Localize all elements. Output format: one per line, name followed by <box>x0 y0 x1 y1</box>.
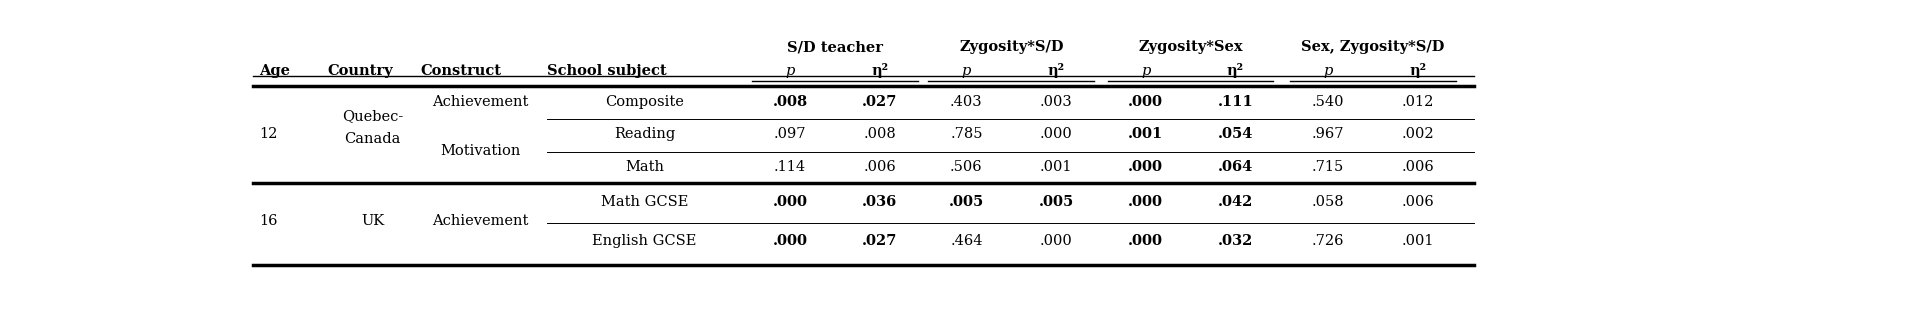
Text: Motivation: Motivation <box>440 144 521 158</box>
Text: Composite: Composite <box>605 95 684 109</box>
Text: .003: .003 <box>1039 95 1072 109</box>
Text: Achievement: Achievement <box>432 214 528 228</box>
Text: .506: .506 <box>951 160 983 174</box>
Text: S/D teacher: S/D teacher <box>787 40 883 54</box>
Text: .785: .785 <box>951 128 983 142</box>
Text: .006: .006 <box>1402 195 1434 209</box>
Text: 12: 12 <box>258 128 278 142</box>
Text: .002: .002 <box>1402 128 1434 142</box>
Text: .042: .042 <box>1218 195 1253 209</box>
Text: .464: .464 <box>951 234 983 248</box>
Text: .005: .005 <box>949 195 983 209</box>
Text: .111: .111 <box>1217 95 1253 109</box>
Text: .032: .032 <box>1218 234 1253 248</box>
Text: 16: 16 <box>258 214 278 228</box>
Text: UK: UK <box>361 214 384 228</box>
Text: .036: .036 <box>862 195 897 209</box>
Text: .012: .012 <box>1402 95 1434 109</box>
Text: p: p <box>962 64 972 78</box>
Text: .001: .001 <box>1128 128 1163 142</box>
Text: Country: Country <box>328 64 393 78</box>
Text: η²: η² <box>1047 63 1064 78</box>
Text: .726: .726 <box>1311 234 1344 248</box>
Text: .000: .000 <box>1128 160 1163 174</box>
Text: Canada: Canada <box>345 132 401 146</box>
Text: Zygosity*S/D: Zygosity*S/D <box>958 40 1064 54</box>
Text: Zygosity*Sex: Zygosity*Sex <box>1138 40 1244 54</box>
Text: Math: Math <box>625 160 663 174</box>
Text: .000: .000 <box>1039 234 1072 248</box>
Text: .715: .715 <box>1311 160 1344 174</box>
Text: .540: .540 <box>1311 95 1344 109</box>
Text: η²: η² <box>1226 63 1244 78</box>
Text: .000: .000 <box>1039 128 1072 142</box>
Text: .000: .000 <box>1128 234 1163 248</box>
Text: η²: η² <box>871 63 889 78</box>
Text: .006: .006 <box>864 160 897 174</box>
Text: Construct: Construct <box>420 64 501 78</box>
Text: .000: .000 <box>1128 95 1163 109</box>
Text: p: p <box>1141 64 1151 78</box>
Text: Reading: Reading <box>613 128 675 142</box>
Text: .064: .064 <box>1218 160 1253 174</box>
Text: Math GCSE: Math GCSE <box>602 195 688 209</box>
Text: Sex, Zygosity*S/D: Sex, Zygosity*S/D <box>1301 40 1444 54</box>
Text: .967: .967 <box>1311 128 1344 142</box>
Text: .001: .001 <box>1402 234 1434 248</box>
Text: .001: .001 <box>1039 160 1072 174</box>
Text: School subject: School subject <box>548 64 667 78</box>
Text: p: p <box>1323 64 1332 78</box>
Text: .054: .054 <box>1218 128 1253 142</box>
Text: .008: .008 <box>773 95 808 109</box>
Text: p: p <box>785 64 794 78</box>
Text: .097: .097 <box>773 128 806 142</box>
Text: .058: .058 <box>1311 195 1344 209</box>
Text: .006: .006 <box>1402 160 1434 174</box>
Text: .403: .403 <box>951 95 983 109</box>
Text: .000: .000 <box>773 234 808 248</box>
Text: .114: .114 <box>773 160 806 174</box>
Text: η²: η² <box>1409 63 1427 78</box>
Text: .000: .000 <box>1128 195 1163 209</box>
Text: Age: Age <box>258 64 289 78</box>
Text: Achievement: Achievement <box>432 95 528 109</box>
Text: Quebec-: Quebec- <box>341 109 403 123</box>
Text: .005: .005 <box>1039 195 1074 209</box>
Text: .000: .000 <box>773 195 808 209</box>
Text: English GCSE: English GCSE <box>592 234 696 248</box>
Text: .008: .008 <box>864 128 897 142</box>
Text: .027: .027 <box>862 234 897 248</box>
Text: .027: .027 <box>862 95 897 109</box>
